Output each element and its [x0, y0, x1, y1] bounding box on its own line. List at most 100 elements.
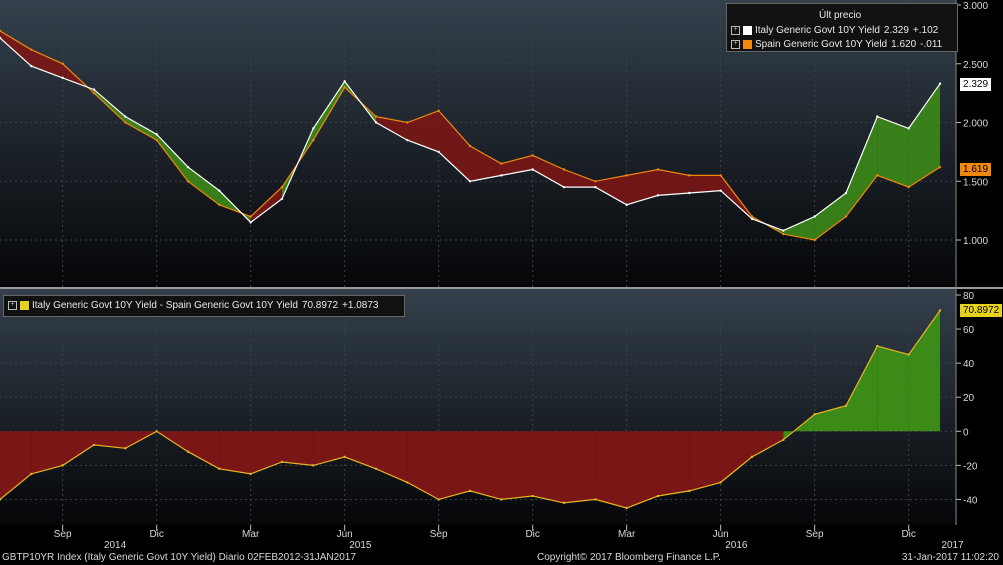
spread-area-segment [188, 431, 220, 469]
bottom-y-tick-label: -40 [963, 495, 978, 506]
spread-data-point [437, 498, 440, 501]
italy-data-point [186, 165, 190, 169]
x-tick-label: Mar [618, 529, 636, 540]
yield-gap-fill [846, 116, 878, 217]
spread-area-segment [658, 431, 690, 497]
spain-data-point [625, 174, 628, 177]
x-tick-label: Sep [806, 529, 824, 540]
spain-data-point [249, 215, 252, 218]
yield-gap-fill [250, 187, 282, 223]
legend-row-spread[interactable]: + Italy Generic Govt 10Y Yield - Spain Ge… [8, 299, 378, 312]
yield-gap-fill [877, 116, 909, 188]
spread-area-segment [282, 431, 314, 466]
top-y-tick-label: 2.000 [963, 119, 988, 130]
italy-data-point [531, 168, 534, 171]
x-year-label: 2015 [349, 540, 372, 551]
top-y-tick-label: 1.500 [963, 177, 988, 188]
x-tick-label: Sep [54, 529, 72, 540]
expand-icon[interactable]: + [8, 300, 17, 310]
spain-data-point [218, 203, 221, 206]
spain-data-point [938, 165, 942, 169]
spread-data-point [312, 464, 315, 467]
yield-gap-fill [376, 116, 408, 141]
yield-gap-fill [0, 30, 32, 67]
x-tick-label: Sep [430, 529, 448, 540]
spread-area-segment [313, 431, 345, 466]
spain-data-point [30, 48, 33, 51]
spread-area-segment [846, 346, 878, 432]
italy-data-point [30, 64, 33, 68]
spain-data-point [813, 238, 816, 242]
spread-area-segment [94, 431, 126, 449]
spain-data-point [406, 121, 409, 124]
top-y-tick-label: 1.000 [963, 236, 988, 247]
spain-data-point [280, 185, 284, 189]
italy-data-point [468, 180, 472, 183]
spread-data-point [0, 498, 2, 501]
axis-strip [0, 525, 1003, 552]
spain-data-point [844, 215, 848, 218]
spread-data-point [218, 467, 221, 470]
spread-data-point [468, 489, 472, 493]
italy-data-point [437, 150, 440, 154]
spread-area-segment [689, 431, 721, 491]
x-tick-label: Dic [525, 529, 539, 540]
italy-data-point [844, 191, 848, 195]
spread-data-point [907, 353, 910, 356]
italy-data-point [594, 185, 597, 189]
spread-data-point [844, 404, 848, 407]
spain-data-point [155, 138, 158, 142]
italy-data-point [155, 133, 158, 136]
spread-data-point [500, 498, 503, 501]
spread-data-point [688, 489, 691, 493]
bottom-legend: + Italy Generic Govt 10Y Yield - Spain Ge… [3, 295, 405, 317]
yield-gap-fill [783, 216, 815, 240]
spread-area-segment [564, 431, 596, 503]
spread-area-segment [532, 431, 564, 503]
bottom-y-tick-label: 80 [963, 291, 975, 302]
spain-data-point [437, 109, 440, 112]
expand-icon[interactable]: + [731, 25, 740, 35]
italy-data-point [719, 189, 722, 192]
yield-gap-fill [908, 83, 940, 188]
spread-area-segment [438, 431, 470, 500]
spread-area-segment [376, 431, 408, 483]
bottom-y-tick-label: 60 [963, 325, 975, 336]
spain-data-point [0, 29, 2, 33]
spread-area-segment [720, 431, 752, 483]
yield-gap-fill [470, 146, 502, 182]
spread-data-point [719, 481, 722, 484]
spread-data-point [61, 464, 64, 467]
spain-data-point [468, 144, 472, 148]
legend-spread-change: +1.0873 [342, 300, 379, 311]
spread-area-segment [752, 431, 784, 457]
top-y-tick-label: 2.500 [963, 60, 988, 71]
expand-icon[interactable]: + [731, 39, 740, 49]
italy-data-point [813, 215, 816, 218]
italy-data-point [343, 80, 346, 83]
legend-row-italy[interactable]: + Italy Generic Govt 10Y Yield 2.329 +.102 [731, 24, 938, 37]
spread-area-segment [0, 431, 32, 500]
legend-spain-value: 1.620 [891, 39, 917, 50]
x-tick-label: Dic [901, 529, 915, 540]
bottom-y-tick-label: 20 [963, 393, 975, 404]
spread-area-segment [407, 431, 439, 500]
legend-header: Últ precio [819, 10, 862, 21]
spain-data-point [186, 180, 190, 183]
spain-data-point [688, 174, 691, 177]
legend-row-spain[interactable]: + Spain Generic Govt 10Y Yield 1.620 -.011 [731, 38, 942, 51]
spain-data-point [124, 121, 127, 124]
spread-data-point [30, 472, 33, 476]
x-tick-label: Dic [149, 529, 163, 540]
spread-last-price-tag: 70.8972 [960, 304, 1003, 317]
legend-spain-name: Spain Generic Govt 10Y Yield [755, 39, 888, 50]
italy-data-point [312, 127, 315, 130]
spread-data-point [594, 498, 597, 501]
spread-data-point [562, 501, 566, 505]
spain-data-point [562, 168, 566, 171]
legend-spread-value: 70.8972 [301, 300, 339, 311]
spain-data-point [876, 174, 879, 177]
spread-data-point [124, 447, 127, 450]
bottom-y-tick-label: 40 [963, 359, 975, 370]
italy-data-point [938, 82, 942, 85]
